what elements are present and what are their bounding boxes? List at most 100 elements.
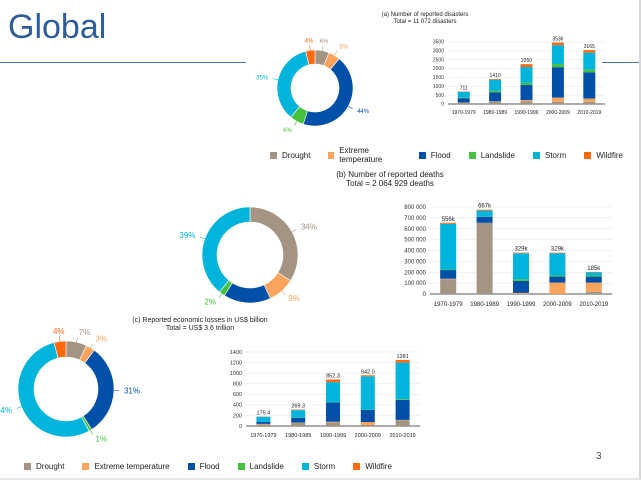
y-tick-label: 500 000	[404, 238, 426, 244]
bar-segment-storm	[489, 79, 502, 91]
legend-label: Wildfire	[596, 150, 623, 160]
y-tick-label: 0	[441, 102, 444, 108]
chart-b-heading: (b) Number of reported deaths Total = 2 …	[300, 170, 480, 188]
x-tick-label: 1980-1989	[470, 302, 499, 308]
bar-segment-flood	[395, 399, 410, 420]
bar-segment-flood	[520, 85, 533, 101]
y-tick-label: 400 000	[404, 249, 426, 255]
page-number: 3	[596, 451, 602, 462]
bar-segment-drought	[489, 101, 502, 104]
bar-segment-wildfire	[513, 252, 529, 254]
pie-label-drought: 6%	[320, 39, 329, 45]
legend-label: Drought	[36, 462, 65, 471]
bar-segment-extreme-temperature	[585, 282, 602, 292]
legend-swatch	[237, 463, 245, 470]
legend-swatch	[353, 463, 361, 470]
legend-item-flood: Flood	[418, 146, 451, 164]
pie-label-drought: 34%	[301, 223, 317, 232]
chart-a-bar: 0 500 1000 1500 2000 2500 3000 3500 711 1970-1979…	[433, 37, 605, 116]
bar-segment-drought	[360, 424, 375, 426]
chart-c-heading: (c) Reported economic losses in US$ bill…	[100, 317, 300, 333]
bar-segment-storm	[256, 416, 271, 422]
bar-segment-extreme-temperature	[440, 278, 457, 280]
chart-a-subtitle: Total = 11 072 disasters	[393, 18, 457, 25]
bar-total-label: 175.4	[257, 410, 271, 416]
bar-segment-landslide	[395, 399, 410, 400]
legend-item-extreme-temperature: Extreme temperature	[82, 462, 170, 471]
y-tick-label: 200 000	[404, 270, 426, 276]
y-tick-label: 800	[233, 382, 242, 388]
chart-c-title: (c) Reported economic losses in US$ bill…	[132, 317, 268, 324]
y-tick-label: 600	[233, 392, 242, 398]
legend-swatch	[187, 463, 195, 470]
bar-segment-storm	[549, 253, 566, 276]
legend-label: Extreme temperature	[339, 146, 383, 164]
pie-label-wildfire: 4%	[53, 327, 65, 336]
pie-leader-line	[281, 290, 286, 295]
y-tick-label: 1000	[433, 84, 444, 90]
pie-label-drought: 7%	[79, 328, 91, 337]
bar-segment-drought	[440, 279, 457, 294]
legend-swatch	[584, 151, 592, 159]
legend-swatch	[82, 463, 90, 470]
bar-segment-landslide	[457, 97, 470, 99]
x-tick-label: 1990-1999	[320, 433, 346, 439]
bar-segment-storm	[326, 382, 340, 403]
legend-swatch	[418, 151, 426, 159]
pie-label-extreme-temperature: 5%	[339, 45, 348, 51]
y-tick-label: 3500	[433, 40, 444, 46]
bar-segment-flood	[583, 72, 596, 99]
y-tick-label: 0	[239, 424, 242, 430]
pie-leader-line	[59, 336, 61, 342]
bar-segment-drought	[520, 101, 533, 104]
bar-segment-flood	[513, 280, 529, 293]
legend-item-wildfire: Wildfire	[353, 462, 392, 471]
bar-segment-wildfire	[520, 64, 533, 67]
x-tick-label: 1990-1999	[515, 110, 539, 116]
slide-title: Global	[8, 8, 107, 46]
pie-slice-flood	[302, 58, 354, 127]
bar-segment-landslide	[583, 69, 596, 73]
pie-leader-line	[90, 430, 94, 435]
pie-slice-storm	[201, 206, 251, 293]
y-tick-label: 200	[233, 413, 242, 419]
legend-item-landslide: Landslide	[237, 462, 284, 471]
pie-leader-line	[334, 50, 338, 56]
bar-segment-landslide	[489, 90, 502, 93]
y-tick-label: 0	[423, 292, 427, 298]
bar-segment-wildfire	[583, 50, 596, 53]
pie-label-landslide: 2%	[204, 298, 216, 307]
x-tick-label: 2010-2019	[389, 433, 415, 439]
legend-item-drought: Drought	[24, 462, 64, 471]
x-tick-label: 1970-1979	[250, 433, 276, 439]
pie-slice-wildfire	[305, 49, 316, 66]
bar-segment-extreme-temperature	[551, 97, 564, 102]
y-tick-label: 400	[233, 403, 242, 409]
legend-label: Landslide	[249, 462, 284, 471]
bar-segment-landslide	[549, 275, 566, 277]
pie-label-storm: 35%	[256, 76, 269, 82]
pie-label-extreme-temperature: 3%	[96, 335, 108, 344]
y-tick-label: 300 000	[404, 259, 426, 265]
pie-leader-line	[90, 343, 94, 348]
bar-total-label: 942.0	[361, 369, 375, 375]
pie-leader-line	[321, 45, 324, 51]
title-divider	[0, 62, 246, 63]
legend-swatch	[468, 151, 476, 159]
pie-slice-storm	[17, 342, 90, 438]
bar-segment-flood	[256, 421, 271, 424]
pie-leader-line	[200, 236, 205, 240]
legend-item-extreme-temperature: Extreme temperature	[328, 146, 400, 164]
legend-label: Wildfire	[365, 462, 392, 471]
bar-total-label: 1381	[396, 354, 408, 360]
chart-b-bar: 0 100 000 200 000 300 000 400 000 500 000 600 …	[404, 204, 612, 308]
legend-item-storm: Storm	[532, 146, 566, 164]
pie-label-flood: 44%	[357, 109, 370, 115]
pie-label-landslide: 1%	[96, 435, 108, 444]
bar-total-label: 711	[460, 85, 468, 91]
legend-swatch	[328, 151, 335, 159]
legend-item-drought: Drought	[270, 146, 310, 164]
bar-segment-extreme-temperature	[326, 421, 340, 423]
bar-segment-wildfire	[440, 222, 457, 224]
